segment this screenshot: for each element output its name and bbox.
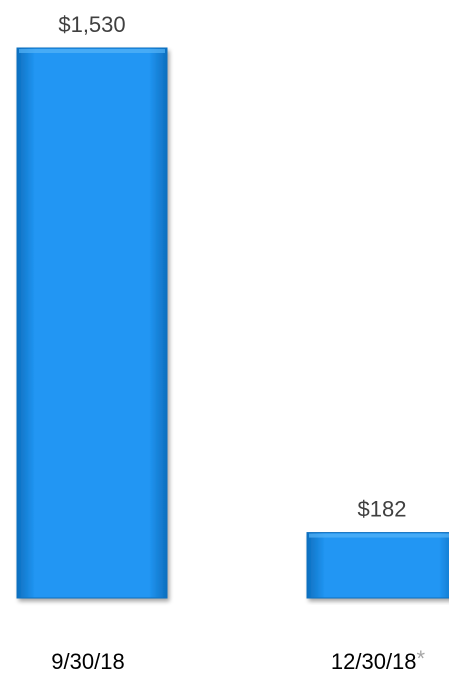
bars-layer (16, 47, 449, 599)
labels-layer: $1,530 9/30/18 $182 12/30/18* (51, 12, 425, 674)
bar-highlight-9/30/18 (19, 49, 165, 53)
bar-9/30/18 (16, 47, 168, 599)
bar-highlight-12/30/18 (309, 533, 449, 538)
category-label-12/30/18: 12/30/18* (331, 646, 426, 674)
bar-12/30/18 (306, 532, 449, 599)
value-label-9/30/18: $1,530 (58, 12, 125, 37)
category-label-9/30/18: 9/30/18 (51, 649, 124, 674)
footnote-mark: * (417, 646, 426, 671)
value-label-12/30/18: $182 (358, 497, 407, 522)
